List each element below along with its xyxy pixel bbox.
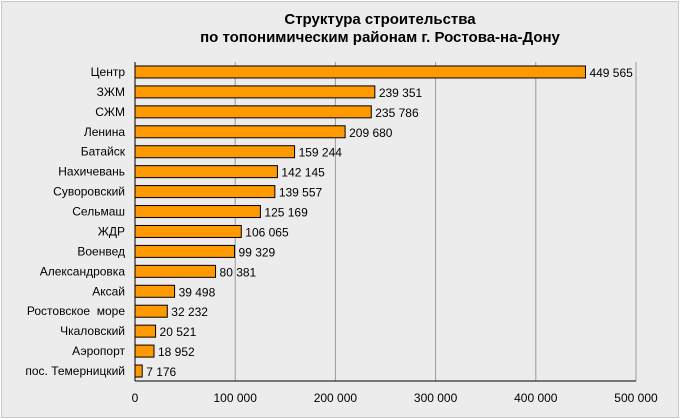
x-tick-label: 300 000 (414, 391, 458, 405)
bar (134, 65, 586, 79)
category-label: ЖДР (98, 224, 125, 238)
value-label: 99 329 (239, 245, 276, 259)
value-label: 235 786 (375, 106, 419, 120)
bar (134, 125, 346, 139)
bar (134, 205, 261, 219)
x-tick-label: 500 000 (614, 391, 658, 405)
value-label: 159 244 (299, 146, 343, 160)
category-label: Аэропорт (72, 344, 125, 358)
category-label: Нахичевань (58, 165, 125, 179)
x-tick-label: 400 000 (514, 391, 558, 405)
bar (134, 344, 155, 358)
value-label: 239 351 (379, 86, 423, 100)
chart-title-line-2: по топонимическим районам г. Ростова-на-… (200, 29, 560, 46)
category-label: Чкаловский (60, 324, 125, 338)
value-label: 106 065 (245, 225, 289, 239)
x-tick-label: 100 000 (214, 391, 258, 405)
category-label: Военвед (77, 244, 125, 258)
bar (134, 105, 372, 119)
value-label: 125 169 (264, 206, 308, 220)
category-label: Ленина (84, 125, 126, 139)
bar (134, 165, 278, 179)
axes (134, 62, 636, 382)
value-label: 209 680 (349, 126, 393, 140)
bar (134, 284, 176, 298)
value-label: 18 952 (158, 345, 195, 359)
category-label: Батайск (81, 145, 126, 159)
bar (134, 324, 157, 338)
bar (134, 224, 242, 238)
bar (134, 185, 276, 199)
bar (134, 145, 296, 159)
chart-title-line-1: Структура строительства (284, 11, 476, 28)
category-label: Сельмаш (72, 205, 125, 219)
category-label: СЖМ (95, 105, 125, 119)
value-label: 139 557 (279, 186, 323, 200)
category-label: Суворовский (53, 185, 125, 199)
category-label: Ростовское море (27, 304, 125, 318)
category-label: Аксай (92, 284, 125, 298)
category-label: ЗЖМ (97, 85, 125, 99)
x-tick-label: 200 000 (314, 391, 358, 405)
bars (134, 65, 586, 378)
value-label: 142 145 (281, 166, 325, 180)
value-label: 7 176 (146, 365, 176, 379)
bar (134, 85, 376, 99)
bar (134, 244, 236, 258)
bar (134, 304, 168, 318)
category-label: Центр (91, 65, 126, 79)
bar (134, 364, 143, 378)
value-label: 449 565 (589, 66, 633, 80)
category-label: Александровка (40, 264, 126, 278)
value-label: 32 232 (171, 305, 208, 319)
category-label: пос. Темерницкий (25, 364, 125, 378)
labels: 0 100 000 200 000 300 000 400 000 500 000 Цент… (25, 65, 658, 405)
bar (134, 264, 217, 278)
x-tick-label: 0 (132, 391, 139, 405)
value-label: 80 381 (220, 265, 257, 279)
value-label: 39 498 (179, 285, 216, 299)
value-label: 20 521 (160, 325, 197, 339)
